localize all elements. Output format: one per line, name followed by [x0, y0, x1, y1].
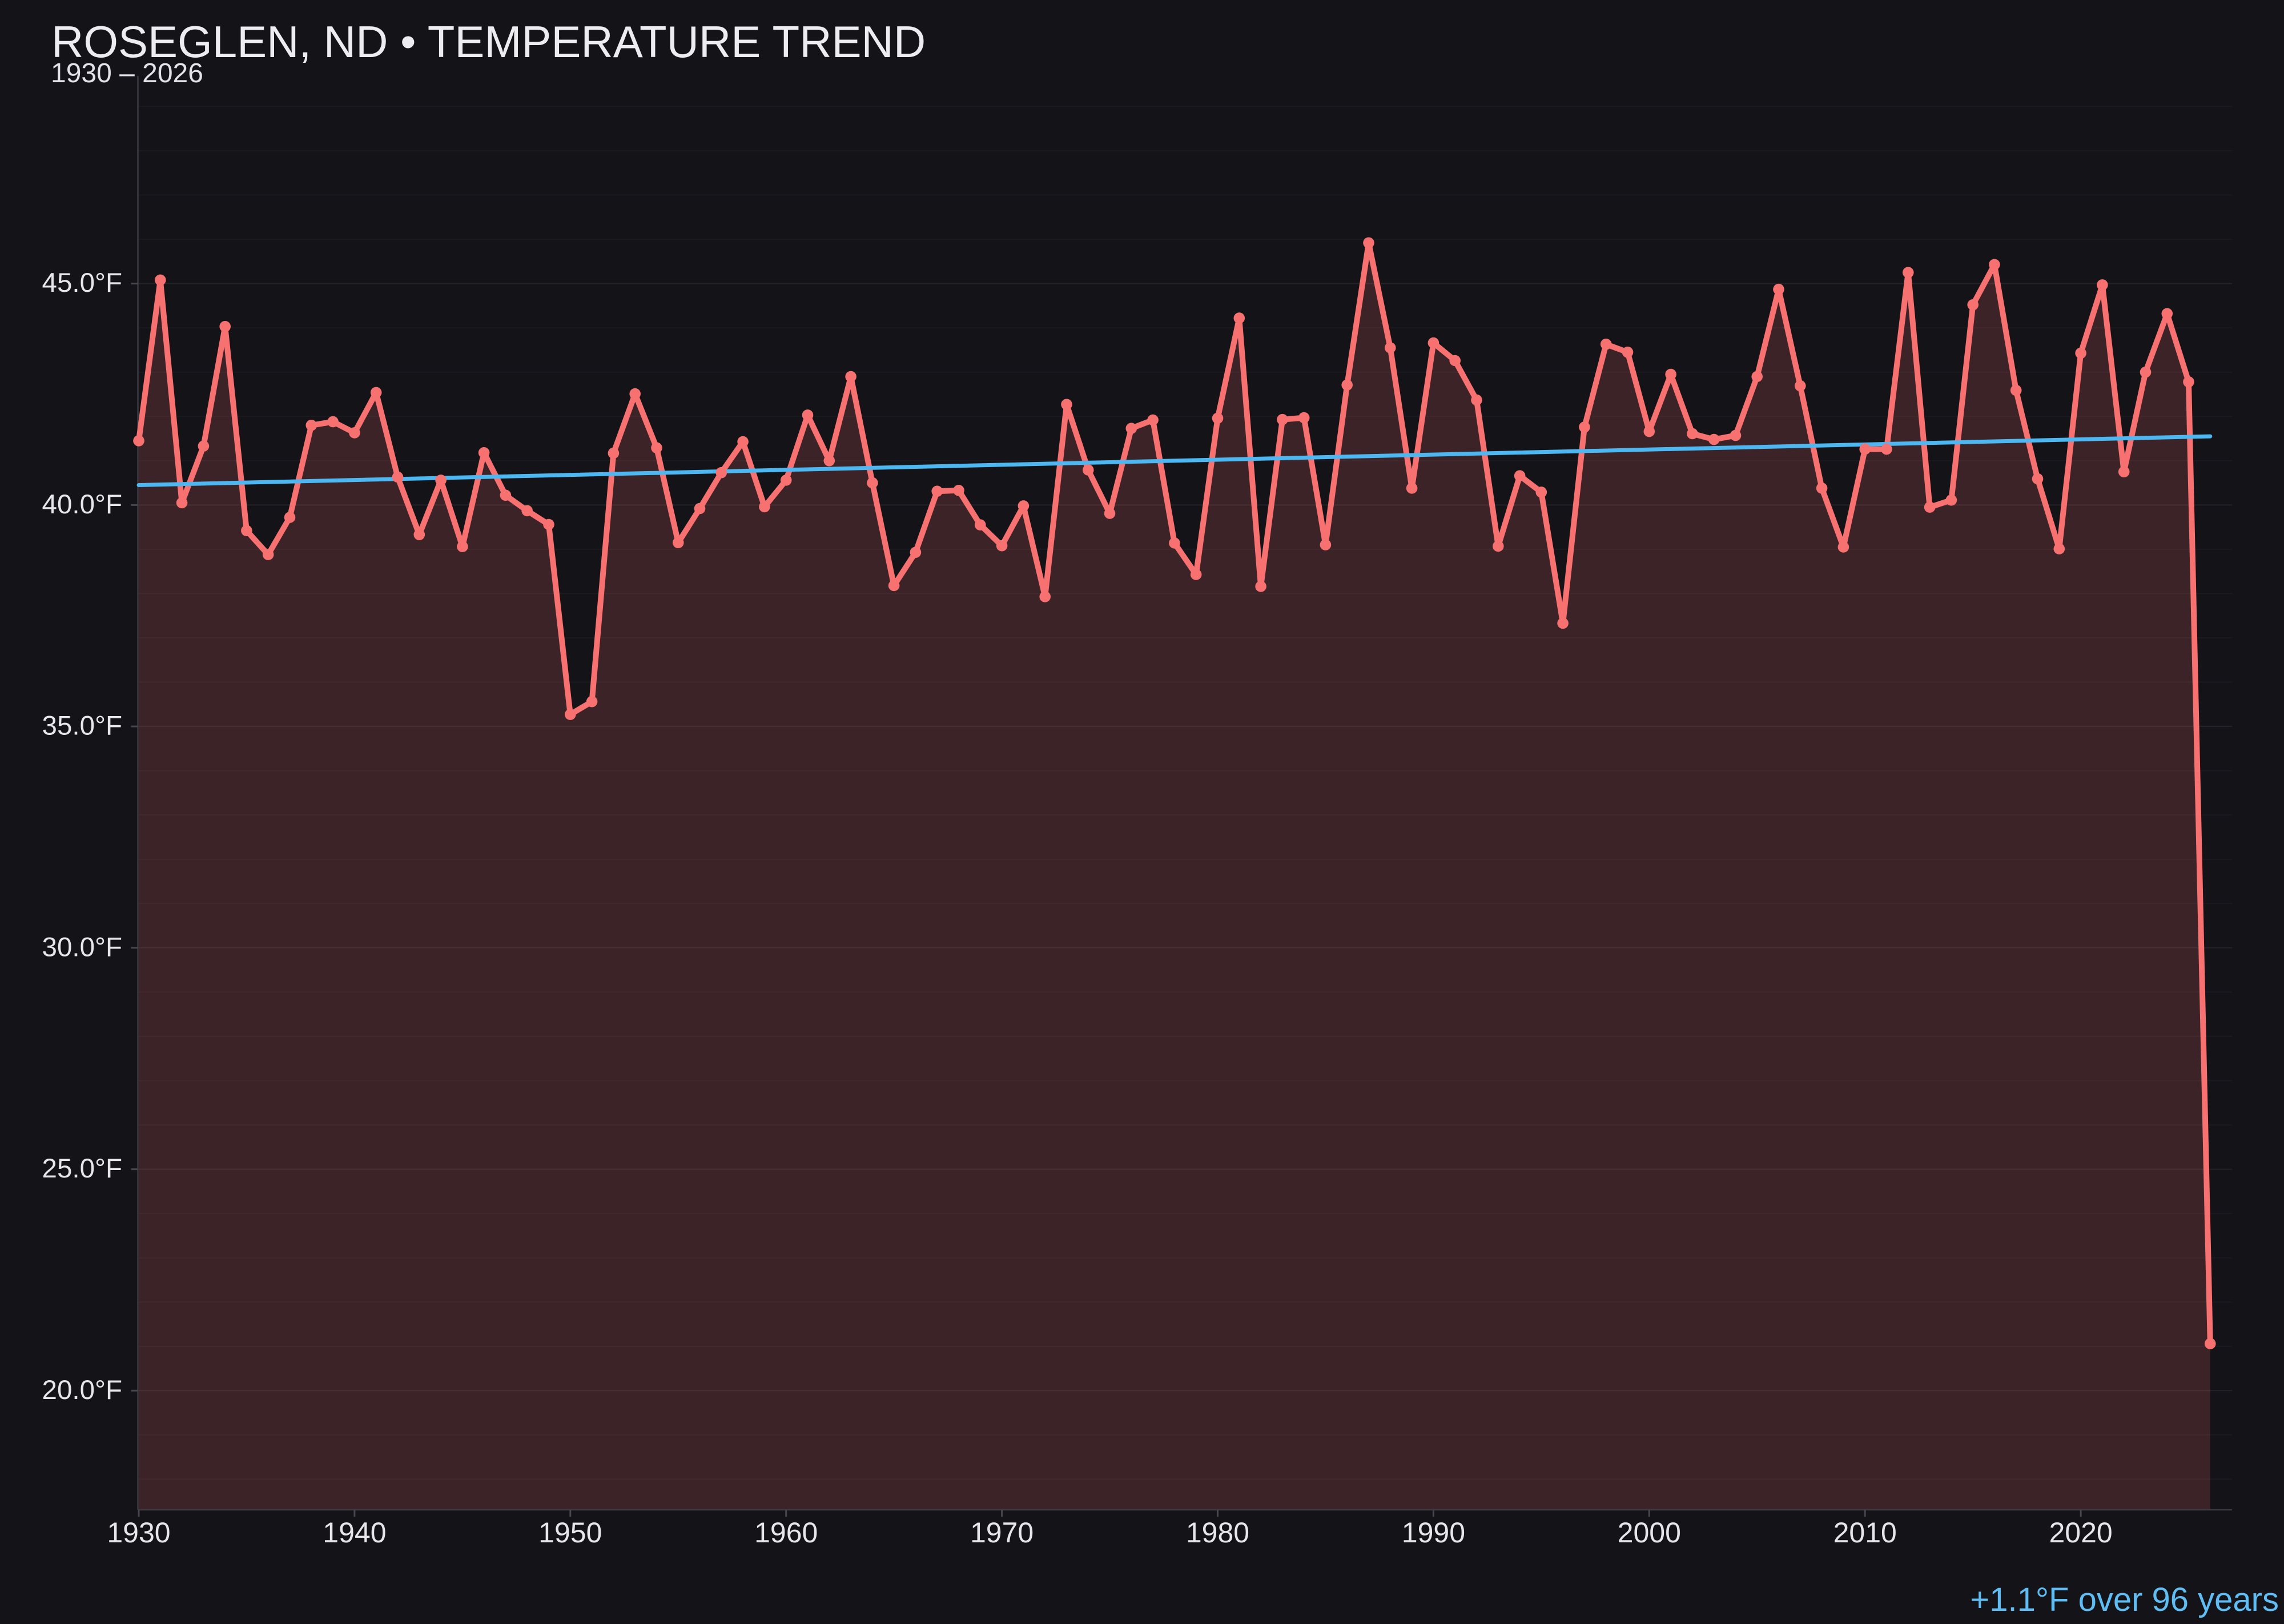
svg-text:45.0°F: 45.0°F [42, 268, 122, 298]
svg-text:1930 – 2026: 1930 – 2026 [51, 58, 203, 89]
svg-text:1970: 1970 [970, 1517, 1034, 1549]
svg-text:2020: 2020 [2049, 1517, 2112, 1549]
svg-text:2000: 2000 [1618, 1517, 1681, 1549]
svg-text:1930: 1930 [107, 1517, 170, 1549]
svg-text:25.0°F: 25.0°F [42, 1153, 122, 1184]
svg-text:30.0°F: 30.0°F [42, 932, 122, 962]
svg-text:+1.1°F over 96 years: +1.1°F over 96 years [1970, 1581, 2279, 1618]
svg-text:35.0°F: 35.0°F [42, 711, 122, 741]
svg-text:ROSEGLEN, ND • TEMPERATURE TRE: ROSEGLEN, ND • TEMPERATURE TREND [51, 17, 926, 67]
svg-text:1960: 1960 [754, 1517, 818, 1549]
svg-text:20.0°F: 20.0°F [42, 1375, 122, 1405]
svg-text:1950: 1950 [538, 1517, 602, 1549]
svg-text:1990: 1990 [1402, 1517, 1465, 1549]
svg-text:1980: 1980 [1186, 1517, 1249, 1549]
svg-text:40.0°F: 40.0°F [42, 489, 122, 520]
svg-text:1940: 1940 [323, 1517, 386, 1549]
svg-text:2010: 2010 [1833, 1517, 1897, 1549]
